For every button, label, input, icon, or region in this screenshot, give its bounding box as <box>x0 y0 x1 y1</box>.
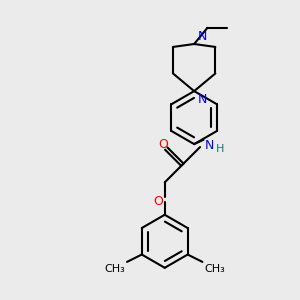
Text: CH₃: CH₃ <box>104 264 125 274</box>
Text: O: O <box>158 139 168 152</box>
Text: O: O <box>153 195 163 208</box>
Text: N: N <box>198 93 207 106</box>
Text: N: N <box>205 139 214 152</box>
Text: CH₃: CH₃ <box>205 264 225 274</box>
Text: H: H <box>216 143 225 154</box>
Text: N: N <box>198 29 207 43</box>
